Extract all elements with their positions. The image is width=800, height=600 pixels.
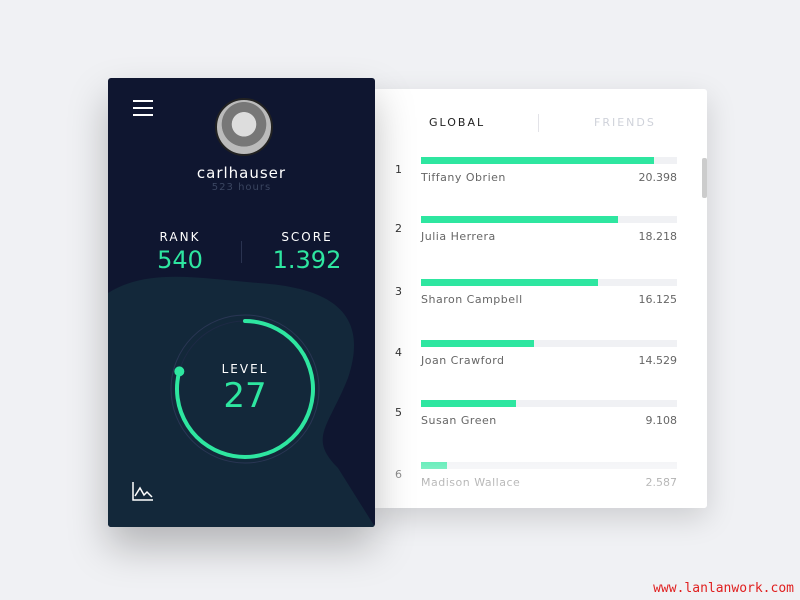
tab-divider <box>538 114 539 132</box>
level-ring <box>170 314 320 464</box>
player-score: 14.529 <box>638 354 678 367</box>
player-score: 18.218 <box>638 230 678 243</box>
rank-label: RANK <box>159 230 201 244</box>
menu-icon[interactable] <box>133 100 153 121</box>
leaderboard-panel: GLOBAL FRIENDS 1 Tiffany Obrien 20.398 2 … <box>375 89 707 508</box>
stat-divider <box>241 241 242 263</box>
rank-stat: RANK 540 <box>120 230 240 274</box>
leaderboard-row[interactable]: 5 Susan Green 9.108 <box>375 400 707 450</box>
level-label: LEVEL <box>221 362 269 376</box>
rank-number: 5 <box>395 406 402 419</box>
progress-fill <box>421 340 534 347</box>
hours-played: 523 hours <box>211 182 272 193</box>
progress-fill <box>421 216 619 223</box>
background-wave <box>108 276 375 527</box>
level-value: 27 <box>223 376 267 416</box>
profile-panel: carlhauser 523 hours RANK 540 SCORE 1.39… <box>108 78 375 527</box>
progress-fill <box>421 279 598 286</box>
player-name: Tiffany Obrien <box>421 171 506 184</box>
player-name: Julia Herrera <box>421 230 496 243</box>
tab-friends[interactable]: FRIENDS <box>594 116 656 129</box>
progress-track <box>421 279 677 286</box>
score-value: 1.392 <box>272 246 342 274</box>
player-name: Susan Green <box>421 414 497 427</box>
scrollbar[interactable] <box>702 158 707 198</box>
username: carlhauser <box>196 164 287 182</box>
progress-track <box>421 340 677 347</box>
score-label: SCORE <box>281 230 333 244</box>
fade-overlay <box>375 438 707 508</box>
player-name: Joan Crawford <box>421 354 505 367</box>
watermark: www.lanlanwork.com <box>653 581 794 596</box>
leaderboard-row[interactable]: 1 Tiffany Obrien 20.398 <box>375 157 707 207</box>
level-progress-knob <box>174 366 185 377</box>
level-display: LEVEL 27 <box>178 362 312 416</box>
progress-fill <box>421 400 516 407</box>
rank-number: 4 <box>395 346 402 359</box>
level-progress-arc <box>175 319 315 459</box>
player-score: 20.398 <box>638 171 678 184</box>
player-score: 16.125 <box>638 293 678 306</box>
rank-number: 3 <box>395 285 402 298</box>
rank-number: 2 <box>395 222 402 235</box>
leaderboard-row[interactable]: 3 Sharon Campbell 16.125 <box>375 279 707 329</box>
score-stat: SCORE 1.392 <box>247 230 367 274</box>
tab-global[interactable]: GLOBAL <box>429 116 486 129</box>
chart-icon[interactable] <box>132 481 154 501</box>
progress-track <box>421 216 677 223</box>
leaderboard-row[interactable]: 2 Julia Herrera 18.218 <box>375 216 707 266</box>
progress-track <box>421 157 677 164</box>
leaderboard-row[interactable]: 4 Joan Crawford 14.529 <box>375 340 707 390</box>
rank-value: 540 <box>157 246 203 274</box>
player-name: Sharon Campbell <box>421 293 523 306</box>
progress-fill <box>421 157 654 164</box>
player-score: 9.108 <box>645 414 678 427</box>
rank-number: 1 <box>395 163 402 176</box>
avatar[interactable] <box>215 98 273 156</box>
progress-track <box>421 400 677 407</box>
